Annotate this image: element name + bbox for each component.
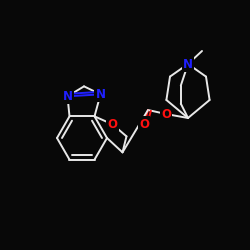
- Text: N: N: [96, 88, 106, 101]
- Text: N: N: [183, 58, 193, 70]
- Text: O: O: [108, 118, 118, 131]
- Text: O: O: [161, 108, 171, 120]
- Text: N: N: [62, 90, 72, 103]
- Text: O: O: [139, 118, 149, 130]
